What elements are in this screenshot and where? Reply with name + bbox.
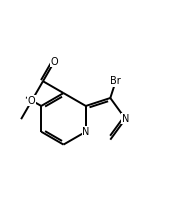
Text: O: O [50, 57, 58, 67]
Text: Br: Br [110, 76, 121, 86]
Text: O: O [28, 96, 35, 106]
Text: N: N [122, 114, 129, 124]
Text: N: N [82, 127, 89, 137]
